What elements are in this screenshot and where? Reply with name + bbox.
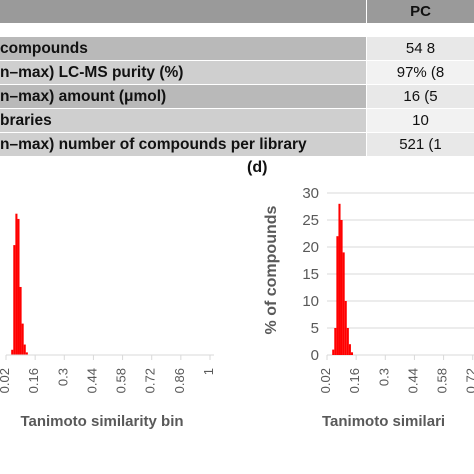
- histogram-right-grid: [326, 192, 474, 360]
- histogram-bar: [17, 218, 20, 355]
- histogram-bar: [19, 286, 22, 355]
- histogram-right-x-axis-label: Tanimoto similari: [322, 413, 445, 430]
- panel-label-d: (d): [247, 159, 268, 176]
- histogram-bar: [23, 344, 26, 355]
- table-header-row: PC: [0, 0, 474, 23]
- histogram-bar: [338, 203, 341, 355]
- table-row: braries 10: [0, 109, 474, 132]
- table-row-label: n–max) number of compounds per library: [0, 133, 366, 156]
- table-row-value: 97% (8: [367, 61, 474, 84]
- histogram-bar: [340, 220, 343, 355]
- table-row: n–max) LC-MS purity (%) 97% (8: [0, 61, 474, 84]
- y-tick-label: 20: [302, 239, 319, 256]
- table-row-value: 521 (1: [367, 133, 474, 156]
- table-row: n–max) number of compounds per library 5…: [0, 133, 474, 156]
- table-header-left: [0, 0, 366, 23]
- table-row-label: n–max) amount (μmol): [0, 85, 366, 108]
- y-tick-label: 25: [302, 212, 319, 229]
- histogram-bar: [21, 323, 24, 355]
- histogram-bar: [336, 236, 339, 355]
- table-header-right: PC: [367, 0, 474, 23]
- x-tick-label: 0.58: [114, 368, 129, 393]
- y-tick-label: 10: [302, 293, 319, 310]
- x-tick-label: 0.86: [172, 368, 187, 393]
- x-tick-label: 0.16: [26, 368, 41, 393]
- y-tick-label: 0: [311, 347, 319, 364]
- histogram-left-axis: [5, 354, 214, 360]
- histogram-left-bars: [11, 213, 28, 355]
- histogram-bar: [332, 349, 335, 355]
- histogram-left-x-ticks: 0.02 0.16 0.3 0.44 0.58 0.72 0.86 1: [0, 368, 216, 393]
- histogram-right-y-ticks: 0 5 10 15 20 25 30: [302, 185, 319, 364]
- histogram-bar: [348, 344, 351, 355]
- x-tick-label: 0.16: [347, 368, 362, 393]
- table-row-value: 54 8: [367, 37, 474, 60]
- histogram-bar: [13, 245, 16, 355]
- table-row-label: compounds: [0, 37, 366, 60]
- y-tick-label: 5: [311, 320, 319, 337]
- table-row-value: 16 (5: [367, 85, 474, 108]
- histogram-right-x-ticks: 0.02 0.16 0.3 0.44 0.58 0.72: [318, 368, 474, 393]
- x-tick-label: 0.72: [464, 368, 474, 393]
- histogram-bar: [334, 328, 337, 355]
- histogram-bar: [342, 252, 345, 355]
- histogram-right-bars: [332, 203, 354, 355]
- x-tick-label: 0.3: [55, 368, 70, 386]
- histogram-bar: [350, 352, 354, 355]
- x-tick-label: 0.72: [143, 368, 158, 393]
- x-tick-label: 0.58: [435, 368, 450, 393]
- histogram-right-y-axis-label: % of compounds: [263, 205, 280, 334]
- x-tick-label: 0.3: [376, 368, 391, 386]
- y-tick-label: 15: [302, 266, 319, 283]
- x-tick-label: 0.02: [318, 368, 333, 393]
- histogram-bar: [344, 301, 347, 355]
- histogram-bar: [25, 352, 28, 355]
- histogram-bar: [11, 349, 14, 355]
- table-row-value: 10: [367, 109, 474, 132]
- x-tick-label: 0.44: [84, 368, 99, 393]
- table-row: compounds 54 8: [0, 37, 474, 60]
- x-tick-label: 0.02: [0, 368, 12, 393]
- table-row-label: braries: [0, 109, 366, 132]
- histogram-left-x-axis-label: Tanimoto similarity bin: [20, 413, 183, 430]
- x-tick-label: 0.44: [405, 368, 420, 393]
- table-row: n–max) amount (μmol) 16 (5: [0, 85, 474, 108]
- histogram-bar: [346, 328, 349, 355]
- y-tick-label: 30: [302, 185, 319, 202]
- histogram-bar: [15, 213, 18, 355]
- x-tick-label: 1: [201, 368, 216, 375]
- table-row-label: n–max) LC-MS purity (%): [0, 61, 366, 84]
